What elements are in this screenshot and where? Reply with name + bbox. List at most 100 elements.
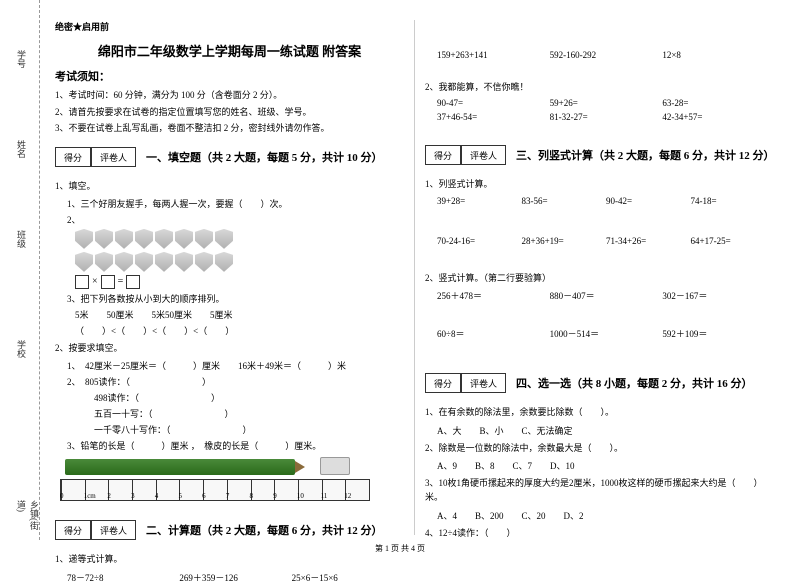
- calc-item: 78－72÷8: [67, 571, 179, 584]
- calc-item: 256＋478＝: [437, 289, 550, 302]
- equation-boxes: ×=: [75, 275, 404, 289]
- side-label-school: 学校: [15, 340, 28, 358]
- section-4-title: 四、选一选（共 8 小题，每题 2 分，共计 16 分）: [516, 375, 753, 391]
- vert2-r2: 60÷8＝ 1000－514＝ 592＋109＝: [437, 327, 775, 340]
- shield-icon: [95, 229, 113, 249]
- q2-s2: 2、 805读作：（ ）: [67, 375, 404, 388]
- q1-head: 1、填空。: [55, 179, 404, 193]
- blank-box[interactable]: [75, 275, 89, 289]
- calc1-r1: 78－72÷8 269＋359－126 25×6－15×6: [67, 571, 404, 584]
- blank-box[interactable]: [101, 275, 115, 289]
- calc-item: 25×6－15×6: [292, 571, 404, 584]
- shield-icon: [215, 252, 233, 272]
- shield-icon: [215, 229, 233, 249]
- notice-2: 2、请首先按要求在试卷的指定位置填写您的姓名、班级、学号。: [55, 106, 404, 120]
- notice-1: 1、考试时间：60 分钟，满分为 100 分（含卷面分 2 分）。: [55, 89, 404, 103]
- q1-sub2: 2、: [67, 213, 404, 226]
- calc-item: 159+263+141: [437, 50, 550, 60]
- tick: 10: [298, 480, 322, 500]
- calc-item: 37+46-54=: [437, 112, 550, 122]
- shield-icon: [175, 252, 193, 272]
- section-1-title: 一、填空题（共 2 大题，每题 5 分，共计 10 分）: [146, 149, 383, 165]
- vert1-head: 1、列竖式计算。: [425, 177, 775, 191]
- side-label-town: 乡镇(街道): [15, 500, 41, 540]
- shield-icon: [115, 252, 133, 272]
- calc-item: 60÷8＝: [437, 327, 550, 340]
- blank-box[interactable]: [126, 275, 140, 289]
- tick: 3: [132, 480, 156, 500]
- score-box-1: 得分 评卷人: [55, 147, 136, 167]
- vert2-head: 2、竖式计算。（第二行要验算）: [425, 271, 775, 285]
- exam-title: 绵阳市二年级数学上学期每周一练试题 附答案: [55, 41, 404, 60]
- calc-item: 90-47=: [437, 98, 550, 108]
- left-column: 绝密★启用前 绵阳市二年级数学上学期每周一练试题 附答案 考试须知： 1、考试时…: [45, 20, 415, 535]
- shield-icon: [155, 229, 173, 249]
- tick: 0: [61, 480, 85, 500]
- tick: 1cm: [85, 480, 109, 500]
- side-label-name: 姓名: [15, 140, 28, 158]
- notice-heading: 考试须知：: [55, 68, 404, 84]
- eraser-icon: [320, 457, 350, 475]
- tick: 12: [345, 480, 369, 500]
- tick: 2: [108, 480, 132, 500]
- calc-item: 1000－514＝: [550, 327, 663, 340]
- calc-item: 74-18=: [691, 196, 776, 206]
- choice-q1: 1、在有余数的除法里，余数要比除数（ ）。: [425, 405, 775, 419]
- calc-item: 269＋359－126: [179, 571, 291, 584]
- section-1-header: 得分 评卷人 一、填空题（共 2 大题，每题 5 分，共计 10 分）: [55, 139, 404, 175]
- shield-icon: [155, 252, 173, 272]
- calc-item: 90-42=: [606, 196, 691, 206]
- section-2-header: 得分 评卷人 二、计算题（共 2 大题，每题 6 分，共计 12 分）: [55, 512, 404, 548]
- tick: 11: [322, 480, 346, 500]
- tick: 5: [179, 480, 203, 500]
- q2-s2d: 一千零八十写作：（ ）: [67, 423, 404, 436]
- q2-s2c: 五百一十写：（ ）: [67, 407, 404, 420]
- section-4-header: 得分 评卷人 四、选一选（共 8 小题，每题 2 分，共计 16 分）: [425, 365, 775, 401]
- marker-label: 评卷人: [91, 147, 136, 167]
- shield-icon: [75, 252, 93, 272]
- vert2-r1: 256＋478＝ 880－407＝ 302－167＝: [437, 289, 775, 302]
- score-label: 得分: [425, 373, 461, 393]
- calc-item: 28+36+19=: [522, 236, 607, 246]
- calc-item: 70-24-16=: [437, 236, 522, 246]
- tick: 9: [274, 480, 298, 500]
- score-box-4: 得分 评卷人: [425, 373, 506, 393]
- calc-item: 64+17-25=: [691, 236, 776, 246]
- choice-q2-opts: A、9 B、8 C、7 D、10: [437, 459, 775, 472]
- q1-sub3: 3、把下列各数按从小到大的顺序排列。: [67, 292, 404, 305]
- score-box-2: 得分 评卷人: [55, 520, 136, 540]
- score-label: 得分: [425, 145, 461, 165]
- calc-item: 81-32-27=: [550, 112, 663, 122]
- shield-row-2: [75, 252, 404, 272]
- tick: 4: [156, 480, 180, 500]
- calc-item: 592-160-292: [550, 50, 663, 60]
- shield-icon: [175, 229, 193, 249]
- q2-head: 2、按要求填空。: [55, 341, 404, 355]
- q1-sub3-blank: （ ）<（ ）<（ ）<（ ）: [75, 324, 404, 337]
- calc-item: 63-28=: [662, 98, 775, 108]
- classification-label: 绝密★启用前: [55, 20, 404, 33]
- choice-q2: 2、除数是一位数的除法中，余数最大是（ ）。: [425, 441, 775, 455]
- shield-icon: [135, 229, 153, 249]
- binding-margin: 学号 姓名 班级 学校 乡镇(街道): [0, 0, 40, 540]
- choice-q3-opts: A、4 B、200 C、20 D、2: [437, 509, 775, 522]
- shield-icon: [195, 252, 213, 272]
- shield-icon: [75, 229, 93, 249]
- page-content: 绝密★启用前 绵阳市二年级数学上学期每周一练试题 附答案 考试须知： 1、考试时…: [0, 0, 800, 540]
- section-3-title: 三、列竖式计算（共 2 大题，每题 6 分，共计 12 分）: [516, 147, 775, 163]
- q2-s3: 3、铅笔的长是（ ）厘米 ， 橡皮的长是（ ）厘米。: [67, 439, 404, 452]
- side-label-id: 学号: [15, 50, 28, 68]
- vert1-r2: 70-24-16= 28+36+19= 71-34+26= 64+17-25=: [437, 236, 775, 246]
- calc2-head: 2、我都能算，不信你瞧！: [425, 80, 775, 94]
- right-column: 159+263+141 592-160-292 12×8 2、我都能算，不信你瞧…: [415, 20, 785, 535]
- tick: 6: [203, 480, 227, 500]
- calc2-r1: 90-47= 59+26= 63-28=: [437, 98, 775, 108]
- pencil-icon: [65, 459, 295, 475]
- section-2-title: 二、计算题（共 2 大题，每题 6 分，共计 12 分）: [146, 522, 383, 538]
- calc-item: 12×8: [662, 50, 775, 60]
- ruler-illustration: 0 1cm 2 3 4 5 6 7 8 9 10 11 12: [55, 457, 404, 507]
- marker-label: 评卷人: [461, 145, 506, 165]
- calc-item: 592＋109＝: [662, 327, 775, 340]
- calc-item: 83-56=: [522, 196, 607, 206]
- shield-icon: [115, 229, 133, 249]
